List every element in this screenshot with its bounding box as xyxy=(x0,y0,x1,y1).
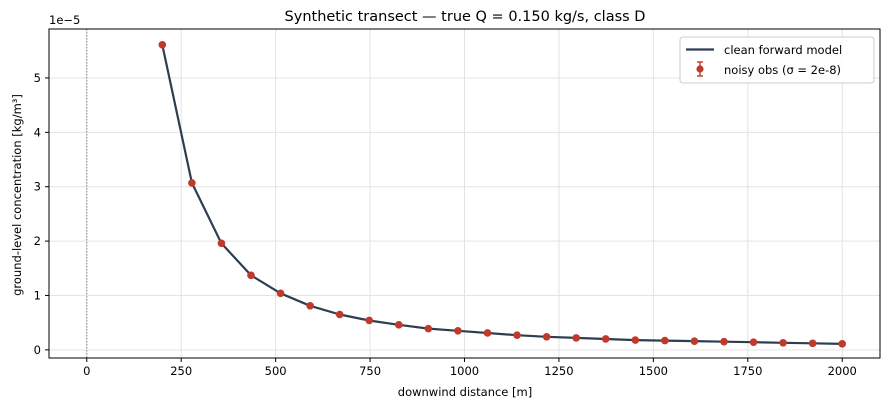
observation-point xyxy=(838,340,847,348)
observation-point xyxy=(572,334,580,342)
observation-point xyxy=(690,337,699,345)
legend-label-model: clean forward model xyxy=(724,43,842,57)
y-tick-label: 0 xyxy=(34,343,41,357)
x-tick-label: 1000 xyxy=(450,364,479,378)
x-tick-label: 250 xyxy=(170,364,192,378)
observation-point xyxy=(306,301,314,310)
legend-box xyxy=(679,36,875,84)
grid-lines xyxy=(49,29,880,358)
observation-point xyxy=(217,239,226,248)
x-axis-ticks: 0 250 500 750 1000 1250 1500 1750 2000 xyxy=(83,358,857,378)
y-tick-label: 1 xyxy=(34,288,41,302)
chart-title: Synthetic transect — true Q = 0.150 kg/s… xyxy=(285,9,646,25)
observation-point xyxy=(188,179,196,187)
x-tick-label: 1750 xyxy=(733,364,762,378)
observation-point xyxy=(749,338,758,347)
observation-point xyxy=(779,338,787,347)
observation-point xyxy=(483,329,492,337)
observation-point xyxy=(247,271,255,280)
y-axis-label: ground-level concentration [kg/m³] xyxy=(10,94,24,296)
observation-point xyxy=(395,321,403,329)
observation-point xyxy=(720,337,728,346)
observation-point xyxy=(631,336,640,344)
x-tick-label: 1250 xyxy=(544,364,573,378)
observation-point xyxy=(335,310,344,319)
y-offset-label: 1e−5 xyxy=(49,13,80,27)
observation-point xyxy=(808,339,817,348)
y-tick-label: 3 xyxy=(34,180,41,194)
y-axis-ticks: 0 1 2 3 4 5 xyxy=(34,71,49,357)
y-tick-label: 2 xyxy=(34,234,41,248)
observation-point xyxy=(513,331,521,339)
observation-point xyxy=(158,40,167,49)
observation-point xyxy=(542,332,551,341)
y-tick-label: 5 xyxy=(34,71,41,85)
x-tick-label: 1500 xyxy=(639,364,668,378)
observation-point xyxy=(454,327,462,335)
x-tick-label: 2000 xyxy=(828,364,857,378)
observation-point xyxy=(601,335,610,343)
x-tick-label: 0 xyxy=(83,364,90,378)
x-axis-label: downwind distance [m] xyxy=(398,385,532,399)
x-tick-label: 500 xyxy=(265,364,287,378)
observation-point xyxy=(365,316,374,325)
model-line xyxy=(161,44,843,345)
y-tick-label: 4 xyxy=(34,125,41,139)
observation-point xyxy=(276,289,285,298)
observation-point xyxy=(424,324,433,333)
legend-errorbar-icon xyxy=(696,61,704,77)
legend-label-obs: noisy obs (σ = 2e-8) xyxy=(724,63,841,77)
x-tick-label: 750 xyxy=(359,364,381,378)
observation-point xyxy=(661,336,669,345)
plot-series xyxy=(158,40,847,348)
legend: clean forward model noisy obs (σ = 2e-8) xyxy=(679,36,875,84)
